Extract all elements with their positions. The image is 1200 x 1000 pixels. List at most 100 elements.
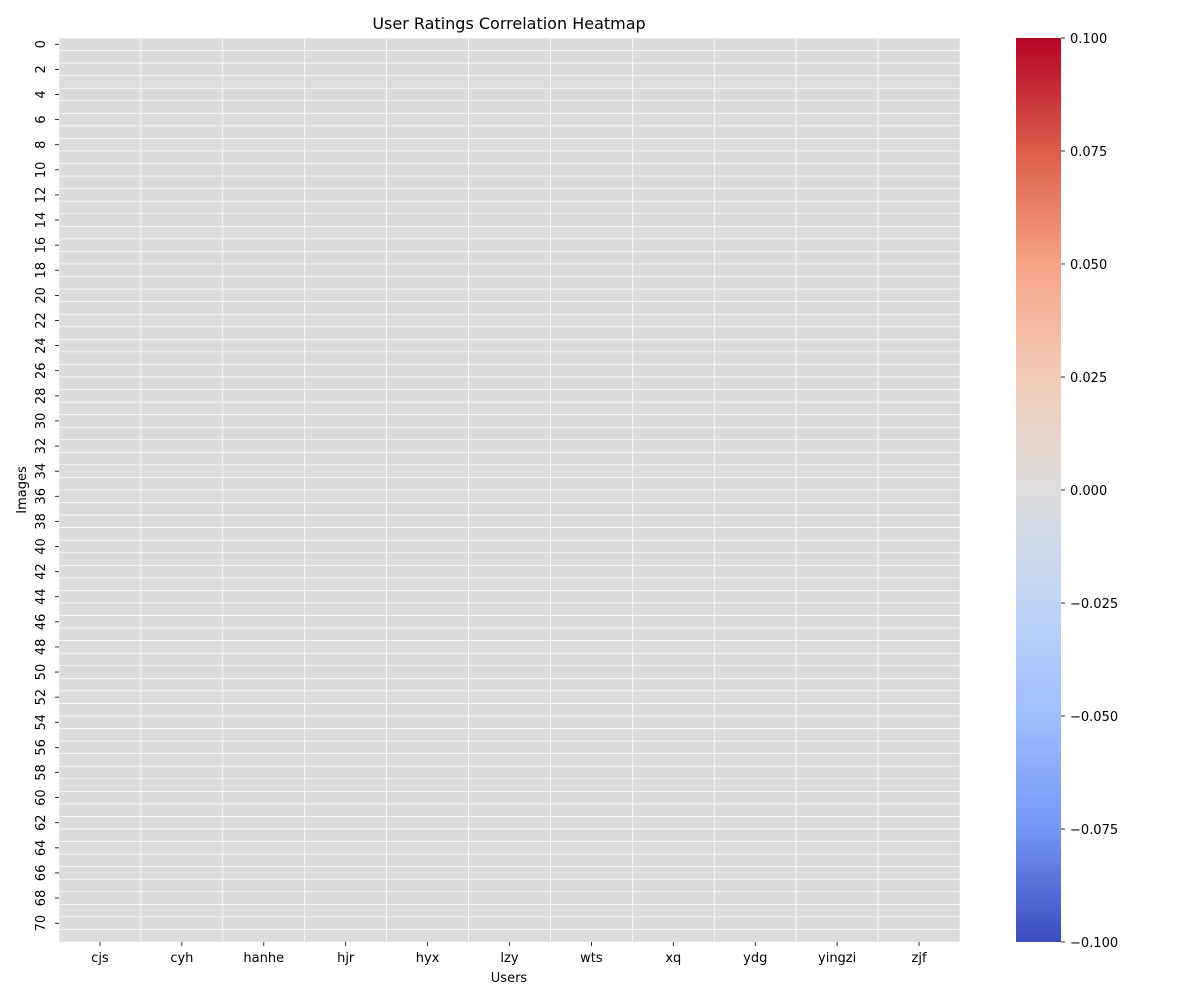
heatmap-cell bbox=[304, 627, 387, 641]
heatmap-cell bbox=[632, 138, 715, 152]
heatmap-cell bbox=[304, 87, 387, 102]
heatmap-cell bbox=[877, 791, 961, 805]
heatmap-cell bbox=[386, 640, 469, 654]
heatmap-cell bbox=[713, 778, 797, 792]
heatmap-cell bbox=[713, 200, 797, 215]
heatmap-cell bbox=[140, 904, 224, 918]
heatmap-cell bbox=[386, 313, 469, 328]
heatmap-cell bbox=[550, 565, 633, 579]
heatmap-cell bbox=[386, 652, 469, 667]
heatmap-cell bbox=[795, 389, 879, 403]
heatmap-cell bbox=[877, 389, 961, 403]
heatmap-cell bbox=[632, 238, 715, 252]
heatmap-cell bbox=[58, 175, 142, 189]
heatmap-cell bbox=[550, 238, 633, 252]
heatmap-cell bbox=[550, 841, 633, 855]
heatmap-cell bbox=[550, 690, 633, 704]
heatmap-cell bbox=[222, 753, 306, 767]
heatmap-cell bbox=[58, 665, 142, 679]
heatmap-cell bbox=[795, 87, 879, 102]
heatmap-cell bbox=[140, 527, 224, 541]
heatmap-cell bbox=[58, 514, 142, 528]
heatmap-cell bbox=[795, 866, 879, 880]
heatmap-cell bbox=[58, 326, 142, 340]
heatmap-cell bbox=[550, 828, 633, 842]
heatmap-cell bbox=[304, 313, 387, 328]
heatmap-cell bbox=[304, 678, 387, 692]
heatmap-cell bbox=[304, 816, 387, 830]
heatmap-cell bbox=[386, 100, 469, 114]
heatmap-cell bbox=[140, 75, 224, 89]
colorbar: 0.100 0.075 0.050 0.025 0.000 −0.025 −0.050 −0.… bbox=[1016, 32, 1118, 951]
heatmap-cell bbox=[632, 816, 715, 830]
heatmap-cell bbox=[550, 652, 633, 667]
heatmap-cell bbox=[550, 125, 633, 139]
heatmap-cell bbox=[550, 288, 633, 302]
heatmap-cell bbox=[386, 401, 469, 415]
heatmap-cell bbox=[795, 452, 879, 466]
heatmap-cell bbox=[713, 615, 797, 629]
heatmap-cell bbox=[468, 640, 551, 654]
heatmap-cell bbox=[140, 916, 224, 930]
heatmap-cell bbox=[713, 50, 797, 64]
heatmap-cell bbox=[550, 678, 633, 692]
heatmap-cell bbox=[550, 200, 633, 215]
heatmap-cell bbox=[386, 539, 469, 554]
heatmap-cell bbox=[140, 828, 224, 842]
heatmap-cell bbox=[795, 690, 879, 704]
heatmap-cell bbox=[550, 188, 633, 202]
heatmap-cell bbox=[386, 389, 469, 403]
x-tick-label: yingzi bbox=[818, 951, 856, 966]
heatmap-cell bbox=[795, 150, 879, 164]
heatmap-cell bbox=[713, 916, 797, 930]
heatmap-cell bbox=[550, 226, 633, 240]
heatmap-cell bbox=[140, 514, 224, 528]
heatmap-cell bbox=[468, 138, 551, 152]
heatmap-cell bbox=[58, 75, 142, 89]
heatmap-cell bbox=[304, 226, 387, 240]
heatmap-cell bbox=[795, 326, 879, 340]
heatmap-cell bbox=[795, 640, 879, 654]
heatmap-cell bbox=[632, 464, 715, 478]
colorbar-ticks: 0.100 0.075 0.050 0.025 0.000 −0.025 −0.050 −0.… bbox=[1061, 32, 1118, 951]
heatmap-cell bbox=[468, 665, 551, 679]
heatmap-cell bbox=[468, 753, 551, 767]
heatmap-cell bbox=[58, 866, 142, 880]
heatmap-cell bbox=[550, 175, 633, 189]
heatmap-cell bbox=[468, 590, 551, 604]
heatmap-cell bbox=[632, 188, 715, 202]
heatmap-cell bbox=[795, 50, 879, 64]
colorbar-tick-label: −0.075 bbox=[1070, 823, 1118, 838]
heatmap-cell bbox=[304, 728, 387, 742]
heatmap-cell bbox=[304, 690, 387, 704]
heatmap-cell bbox=[304, 238, 387, 252]
heatmap-cell bbox=[877, 301, 961, 315]
heatmap-cell bbox=[58, 640, 142, 654]
heatmap-cell bbox=[550, 426, 633, 441]
x-tick-label: cyh bbox=[170, 951, 193, 966]
y-tick-label: 12 bbox=[34, 187, 49, 204]
heatmap-cell bbox=[550, 816, 633, 830]
heatmap-cell bbox=[222, 150, 306, 164]
heatmap-cell bbox=[877, 539, 961, 554]
heatmap-cell bbox=[795, 426, 879, 441]
heatmap-cell bbox=[632, 477, 715, 491]
heatmap-cell bbox=[713, 100, 797, 114]
heatmap-cell bbox=[468, 904, 551, 918]
heatmap-cell bbox=[386, 364, 469, 378]
heatmap-cell bbox=[550, 150, 633, 164]
heatmap-cell bbox=[222, 891, 306, 905]
heatmap-cell bbox=[304, 138, 387, 152]
heatmap-cell bbox=[304, 414, 387, 428]
heatmap-cell bbox=[386, 878, 469, 893]
heatmap-cell bbox=[550, 577, 633, 591]
heatmap-cell bbox=[713, 740, 797, 754]
heatmap-cell bbox=[713, 313, 797, 328]
heatmap-cell bbox=[632, 414, 715, 428]
heatmap-cell bbox=[140, 188, 224, 202]
y-tick-label: 32 bbox=[34, 438, 49, 455]
heatmap-cell bbox=[386, 803, 469, 817]
heatmap-cell bbox=[468, 326, 551, 340]
heatmap-cell bbox=[386, 740, 469, 754]
heatmap-cell bbox=[550, 313, 633, 328]
